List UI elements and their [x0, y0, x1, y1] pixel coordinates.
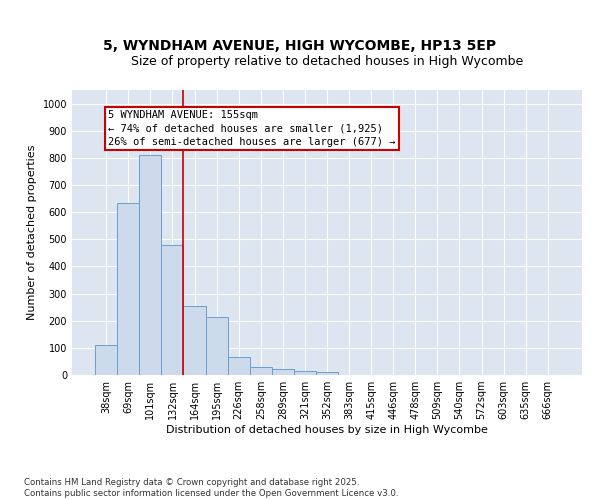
X-axis label: Distribution of detached houses by size in High Wycombe: Distribution of detached houses by size … — [166, 425, 488, 435]
Text: 5 WYNDHAM AVENUE: 155sqm
← 74% of detached houses are smaller (1,925)
26% of sem: 5 WYNDHAM AVENUE: 155sqm ← 74% of detach… — [109, 110, 396, 147]
Text: Contains HM Land Registry data © Crown copyright and database right 2025.
Contai: Contains HM Land Registry data © Crown c… — [24, 478, 398, 498]
Bar — [316, 372, 338, 375]
Bar — [139, 155, 161, 375]
Bar — [184, 306, 206, 375]
Bar — [272, 369, 294, 375]
Title: Size of property relative to detached houses in High Wycombe: Size of property relative to detached ho… — [131, 55, 523, 68]
Bar — [250, 368, 272, 375]
Bar — [294, 371, 316, 375]
Bar — [227, 358, 250, 375]
Bar — [95, 345, 117, 375]
Y-axis label: Number of detached properties: Number of detached properties — [27, 145, 37, 320]
Bar — [117, 202, 139, 375]
Text: 5, WYNDHAM AVENUE, HIGH WYCOMBE, HP13 5EP: 5, WYNDHAM AVENUE, HIGH WYCOMBE, HP13 5E… — [103, 38, 497, 52]
Bar — [161, 244, 184, 375]
Bar — [206, 316, 227, 375]
